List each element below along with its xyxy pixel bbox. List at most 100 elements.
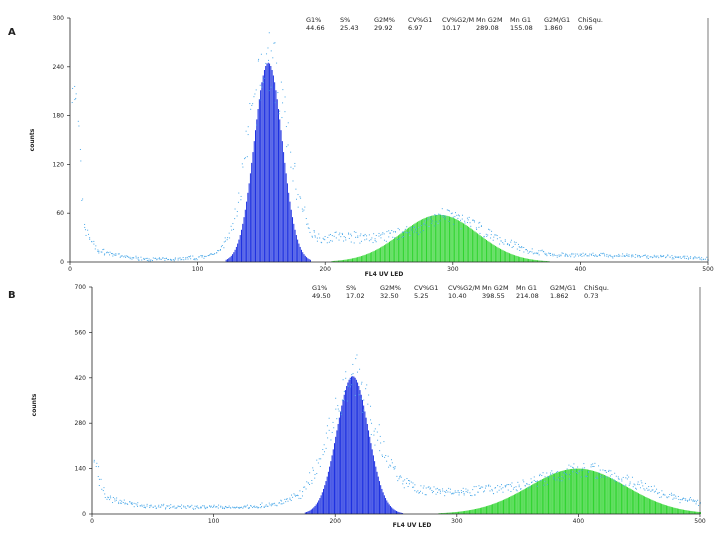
raw-dot — [563, 472, 565, 474]
raw-dot — [176, 507, 178, 509]
raw-dot — [694, 256, 696, 258]
raw-dot — [306, 481, 308, 483]
raw-dot — [84, 226, 86, 228]
raw-dot — [590, 253, 592, 255]
raw-dot — [281, 117, 283, 119]
raw-dot — [416, 232, 418, 234]
raw-dot — [181, 258, 183, 260]
raw-dot — [653, 485, 655, 487]
raw-dot — [131, 502, 133, 504]
raw-dot — [357, 235, 359, 237]
bar-g2m — [472, 509, 474, 514]
bar-g1 — [361, 399, 363, 514]
panel-a-ylabel: counts — [29, 128, 36, 151]
raw-dot — [648, 489, 650, 491]
bar-g2m — [503, 250, 505, 262]
raw-dot — [518, 486, 520, 488]
panel-a: A G1% S% G2M% CV%G1 CV%G2/M Mn G2M Mn G1 G2M/G1… — [8, 15, 714, 278]
raw-dot — [546, 472, 548, 474]
raw-dot — [195, 258, 197, 260]
bar-g1 — [335, 436, 337, 514]
raw-dot — [687, 258, 689, 260]
bar-g2m — [690, 510, 692, 514]
series-g2m-bars — [331, 214, 550, 262]
raw-dot — [274, 504, 276, 506]
raw-dot — [318, 458, 320, 460]
raw-dot — [397, 480, 399, 482]
bar-g2m — [478, 234, 480, 262]
bar-g1 — [372, 455, 374, 514]
raw-dot — [193, 258, 195, 260]
raw-dot — [370, 405, 372, 407]
raw-dot — [352, 373, 354, 375]
bar-g2m — [451, 512, 453, 514]
raw-dot — [637, 483, 639, 485]
raw-dot — [267, 47, 269, 49]
raw-dot — [104, 497, 106, 499]
raw-dot — [485, 233, 487, 235]
bar-g2m — [507, 497, 509, 514]
bar-g2m — [670, 506, 672, 514]
raw-dot — [528, 484, 530, 486]
bar-g2m — [453, 512, 455, 514]
raw-dot — [639, 487, 641, 489]
raw-dot — [406, 478, 408, 480]
bar-g1 — [385, 498, 387, 514]
raw-dot — [152, 506, 154, 508]
raw-dot — [345, 377, 347, 379]
raw-dot — [444, 490, 446, 492]
bar-g2m — [516, 493, 518, 514]
bar-g2m — [498, 248, 500, 262]
raw-dot — [141, 259, 143, 261]
raw-dot — [129, 501, 131, 503]
raw-dot — [618, 478, 620, 480]
raw-dot — [540, 250, 542, 252]
raw-dot — [402, 483, 404, 485]
raw-dot — [562, 252, 564, 254]
bar-g2m — [475, 232, 477, 262]
raw-dot — [146, 505, 148, 507]
raw-dot — [232, 506, 234, 508]
bar-g2m — [426, 217, 428, 262]
raw-dot — [685, 258, 687, 260]
raw-dot — [156, 258, 158, 260]
bar-g2m — [479, 507, 481, 514]
raw-dot — [414, 490, 416, 492]
raw-dot — [248, 507, 250, 509]
raw-dot — [292, 496, 294, 498]
raw-dot — [270, 505, 272, 507]
bar-g1 — [306, 512, 308, 514]
raw-dot — [693, 257, 695, 259]
raw-dot — [392, 231, 394, 233]
raw-dot — [533, 252, 535, 254]
raw-dot — [494, 487, 496, 489]
raw-dot — [635, 487, 637, 489]
raw-dot — [290, 166, 292, 168]
raw-dot — [363, 409, 365, 411]
bar-g1 — [304, 512, 306, 514]
stats-header-7: G2M/G1 — [544, 16, 570, 24]
raw-dot — [539, 473, 541, 475]
raw-dot — [632, 254, 634, 256]
raw-dot — [516, 490, 518, 492]
raw-dot — [84, 229, 86, 231]
stats-value-6: 155.08 — [510, 24, 533, 32]
stats-header-3: CV%G1 — [408, 16, 432, 24]
raw-dot — [496, 491, 498, 493]
raw-dot — [492, 493, 494, 495]
bar-g2m — [485, 239, 487, 262]
raw-dot — [458, 492, 460, 494]
raw-dot — [164, 259, 166, 261]
raw-dot — [409, 234, 411, 236]
y-tick-label: 120 — [53, 161, 65, 168]
raw-dot — [322, 237, 324, 239]
raw-dot — [391, 230, 393, 232]
raw-dot — [234, 507, 236, 509]
bar-g2m — [409, 226, 411, 262]
raw-dot — [666, 496, 668, 498]
raw-dot — [368, 394, 370, 396]
raw-dot — [665, 256, 667, 258]
raw-dot — [353, 242, 355, 244]
bar-g2m — [506, 498, 508, 514]
raw-dot — [225, 506, 227, 508]
